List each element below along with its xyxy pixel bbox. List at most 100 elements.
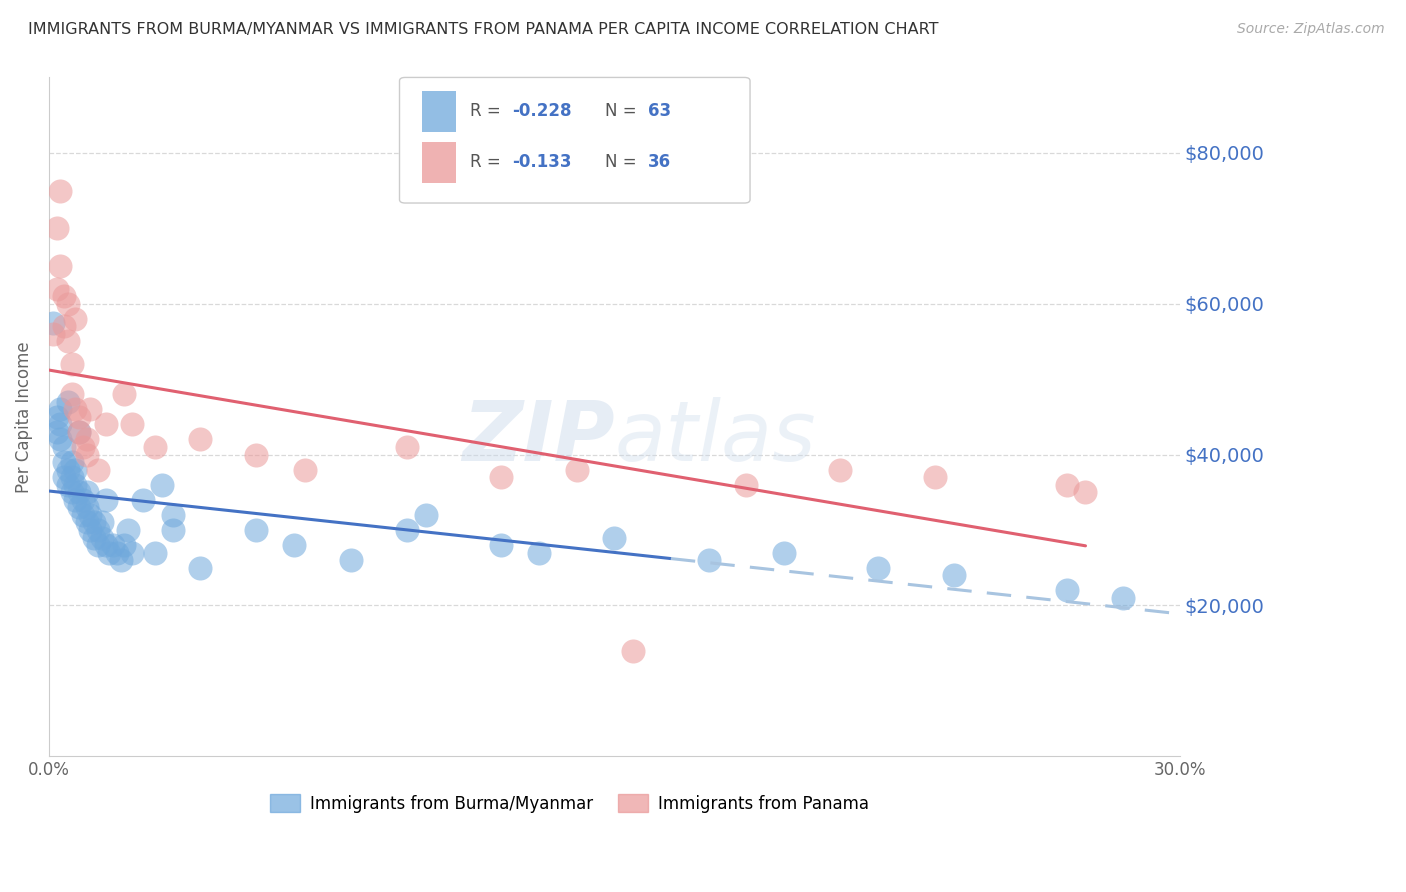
Point [162,523,184,537]
Point [49,184,72,198]
Point [415,508,437,522]
Point [83,516,105,530]
Point [67,425,90,439]
Point [491,538,513,552]
Point [56,477,79,491]
Point [42,326,65,341]
Point [1056,583,1078,598]
Point [53,289,76,303]
Point [67,425,90,439]
Point [94,538,117,552]
Point [42,316,65,330]
Point [90,531,112,545]
Point [87,538,110,552]
Point [121,546,143,560]
Point [56,394,79,409]
Point [735,477,758,491]
Point [56,463,79,477]
Point [60,357,83,371]
Point [868,560,890,574]
Point [110,553,132,567]
Point [94,492,117,507]
Point [112,387,135,401]
Point [132,492,155,507]
Point [76,500,98,515]
FancyBboxPatch shape [422,91,456,132]
FancyBboxPatch shape [399,78,749,203]
Point [1112,591,1135,605]
Point [45,409,67,424]
Text: Source: ZipAtlas.com: Source: ZipAtlas.com [1237,22,1385,37]
Point [83,531,105,545]
Point [830,463,852,477]
FancyBboxPatch shape [422,142,456,183]
Point [76,516,98,530]
Point [60,485,83,500]
Point [98,546,121,560]
Text: R =: R = [470,103,506,120]
Point [143,546,166,560]
Text: 63: 63 [648,103,672,120]
Point [49,417,72,432]
Point [45,425,67,439]
Point [90,516,112,530]
Point [65,311,87,326]
Point [101,538,124,552]
Text: -0.133: -0.133 [513,153,572,171]
Point [942,568,965,582]
Point [396,523,419,537]
Point [188,560,211,574]
Point [79,508,101,522]
Point [245,523,267,537]
Point [94,417,117,432]
Text: atlas: atlas [614,397,815,478]
Text: 36: 36 [648,153,672,171]
Point [65,477,87,491]
Point [45,221,67,235]
Point [53,455,76,469]
Text: IMMIGRANTS FROM BURMA/MYANMAR VS IMMIGRANTS FROM PANAMA PER CAPITA INCOME CORREL: IMMIGRANTS FROM BURMA/MYANMAR VS IMMIGRA… [28,22,939,37]
Point [53,470,76,484]
Text: -0.228: -0.228 [513,103,572,120]
Point [339,553,361,567]
Text: N =: N = [606,153,643,171]
Point [294,463,316,477]
Text: ZIP: ZIP [461,397,614,478]
Point [188,433,211,447]
Point [245,448,267,462]
Point [65,402,87,417]
Text: R =: R = [470,153,506,171]
Legend: Immigrants from Burma/Myanmar, Immigrants from Panama: Immigrants from Burma/Myanmar, Immigrant… [260,784,879,822]
Point [924,470,946,484]
Point [150,477,173,491]
Point [65,492,87,507]
Point [76,433,98,447]
Point [527,546,550,560]
Point [1074,485,1097,500]
Point [65,463,87,477]
Point [56,334,79,349]
Point [162,508,184,522]
Point [67,485,90,500]
Point [283,538,305,552]
Point [87,523,110,537]
Point [565,463,588,477]
Point [697,553,720,567]
Point [60,470,83,484]
Point [72,508,94,522]
Point [117,523,139,537]
Point [76,485,98,500]
Point [72,440,94,454]
Point [112,538,135,552]
Point [87,463,110,477]
Point [1056,477,1078,491]
Point [143,440,166,454]
Point [49,402,72,417]
Point [72,492,94,507]
Point [79,523,101,537]
Point [79,402,101,417]
Text: N =: N = [606,103,643,120]
Point [773,546,796,560]
Point [60,455,83,469]
Point [621,643,644,657]
